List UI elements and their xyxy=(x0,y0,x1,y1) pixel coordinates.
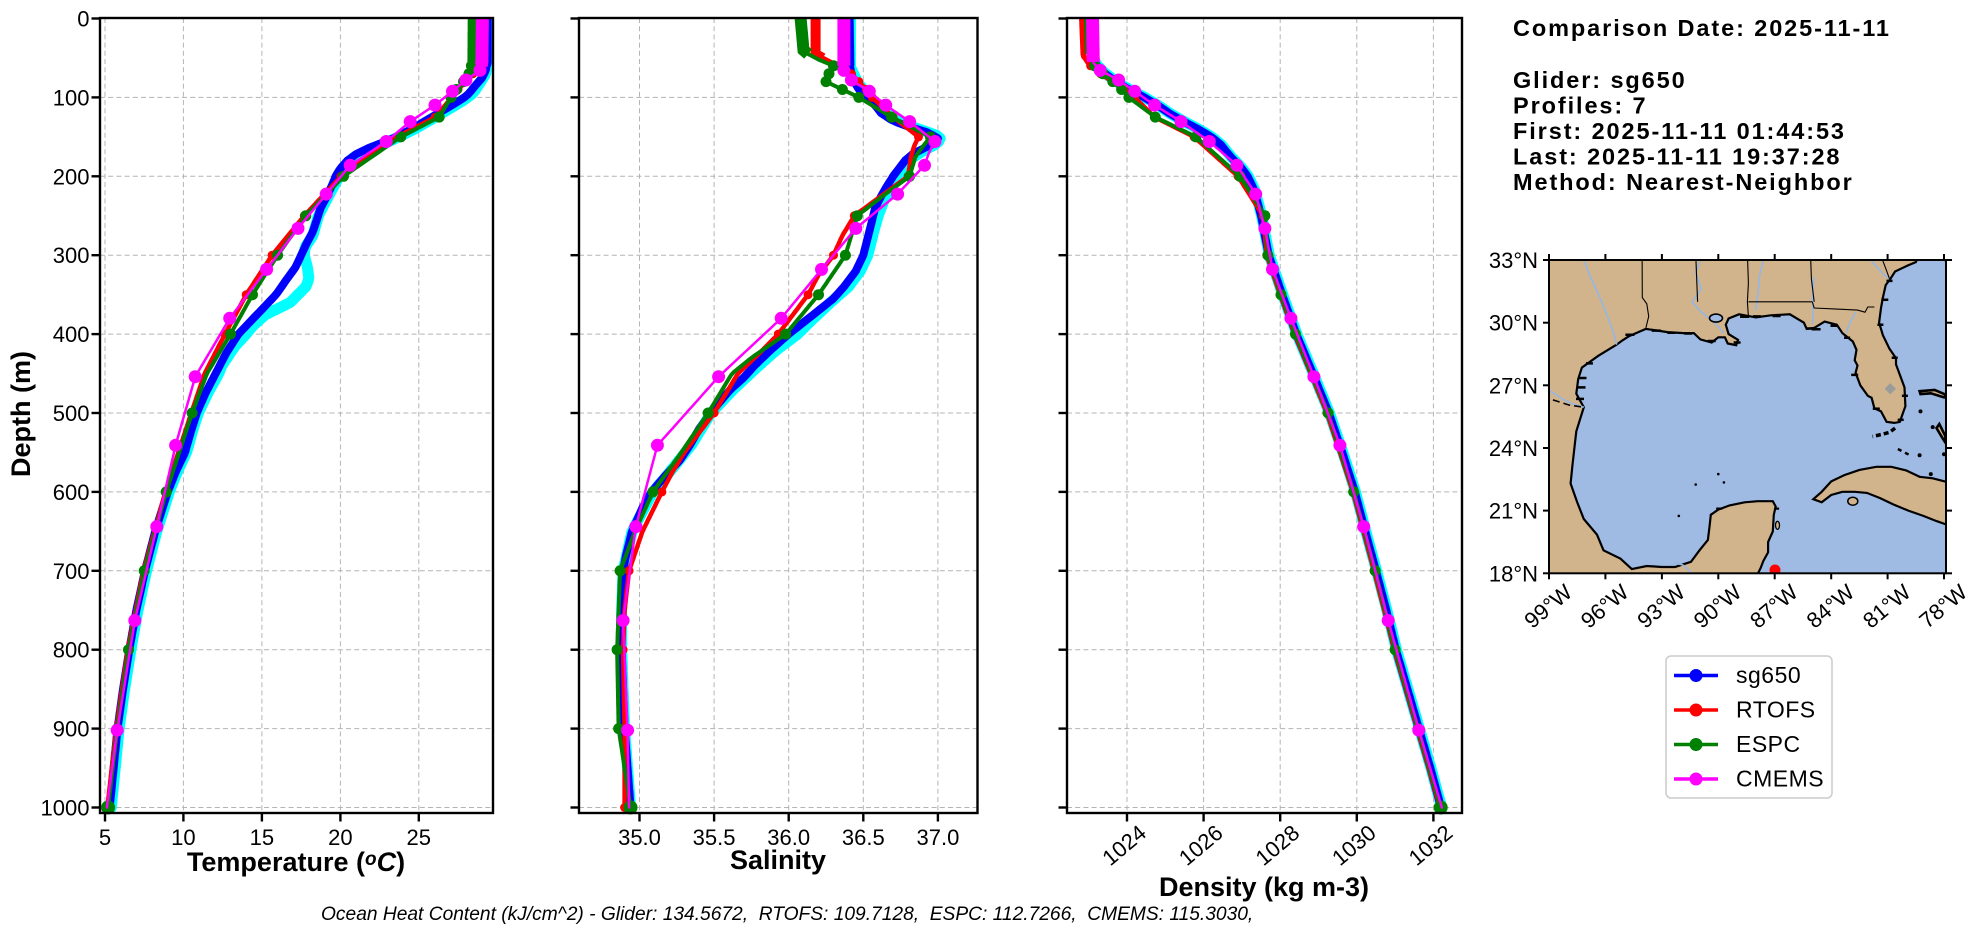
svg-text:27°N: 27°N xyxy=(1489,373,1538,398)
svg-text:Profiles: 7: Profiles: 7 xyxy=(1513,93,1648,119)
svg-text:18°N: 18°N xyxy=(1489,561,1538,586)
svg-text:CMEMS: CMEMS xyxy=(1736,766,1824,792)
svg-text:300: 300 xyxy=(53,243,90,268)
svg-text:Depth (m): Depth (m) xyxy=(6,351,36,477)
svg-text:400: 400 xyxy=(53,322,90,347)
svg-text:37.0: 37.0 xyxy=(916,825,959,850)
svg-text:Ocean Heat Content (kJ/cm^2) -: Ocean Heat Content (kJ/cm^2) - Glider: 1… xyxy=(321,904,1253,925)
svg-text:10: 10 xyxy=(171,825,195,850)
svg-text:35.5: 35.5 xyxy=(693,825,736,850)
svg-text:sg650: sg650 xyxy=(1736,662,1801,688)
svg-text:700: 700 xyxy=(53,559,90,584)
svg-text:Glider: sg650: Glider: sg650 xyxy=(1513,67,1687,93)
svg-text:200: 200 xyxy=(53,164,90,189)
svg-text:30°N: 30°N xyxy=(1489,311,1538,336)
svg-text:21°N: 21°N xyxy=(1489,499,1538,524)
svg-text:35.0: 35.0 xyxy=(618,825,661,850)
svg-text:1000: 1000 xyxy=(41,796,90,821)
svg-text:Salinity: Salinity xyxy=(730,845,826,875)
svg-text:First: 2025-11-11 01:44:53: First: 2025-11-11 01:44:53 xyxy=(1513,118,1846,144)
svg-text:5: 5 xyxy=(99,825,111,850)
svg-text:500: 500 xyxy=(53,401,90,426)
svg-text:15: 15 xyxy=(250,825,274,850)
svg-text:600: 600 xyxy=(53,480,90,505)
svg-text:36.5: 36.5 xyxy=(842,825,885,850)
svg-text:ESPC: ESPC xyxy=(1736,731,1801,757)
svg-text:100: 100 xyxy=(53,85,90,110)
svg-text:36.0: 36.0 xyxy=(767,825,810,850)
svg-text:800: 800 xyxy=(53,638,90,663)
svg-text:25: 25 xyxy=(407,825,431,850)
svg-text:Density (kg m-3): Density (kg m-3) xyxy=(1159,872,1369,902)
svg-text:Temperature (oC): Temperature (oC) xyxy=(187,847,405,877)
svg-text:900: 900 xyxy=(53,717,90,742)
svg-text:20: 20 xyxy=(328,825,352,850)
svg-text:Last: 2025-11-11 19:37:28: Last: 2025-11-11 19:37:28 xyxy=(1513,144,1841,170)
svg-text:24°N: 24°N xyxy=(1489,436,1538,461)
svg-text:Method: Nearest-Neighbor: Method: Nearest-Neighbor xyxy=(1513,169,1854,195)
svg-text:Comparison Date: 2025-11-11: Comparison Date: 2025-11-11 xyxy=(1513,15,1891,41)
svg-text:33°N: 33°N xyxy=(1489,248,1538,273)
svg-text:0: 0 xyxy=(77,7,89,32)
svg-text:RTOFS: RTOFS xyxy=(1736,697,1816,723)
